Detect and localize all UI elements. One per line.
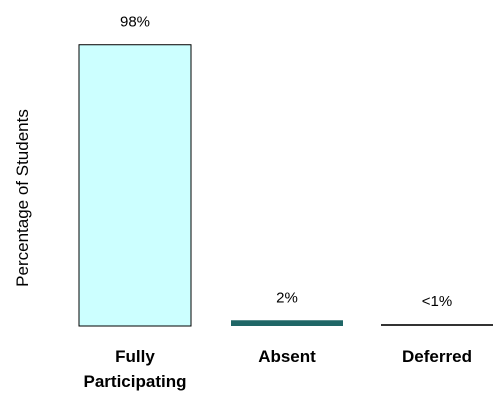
bar-absent [231,320,343,326]
data-label-absent: 2% [276,289,298,306]
data-label-fully-participating: 98% [120,14,150,31]
category-label-fully-participating-line-1: Fully [115,347,155,366]
bar-deferred [381,324,493,326]
y-axis-label: Percentage of Students [13,109,32,287]
category-label-absent: Absent [258,347,316,366]
data-label-deferred: <1% [422,293,452,310]
category-label-deferred: Deferred [402,347,472,366]
bar-fully-participating [78,44,192,327]
category-label-fully-participating-line-2: Participating [84,372,187,391]
